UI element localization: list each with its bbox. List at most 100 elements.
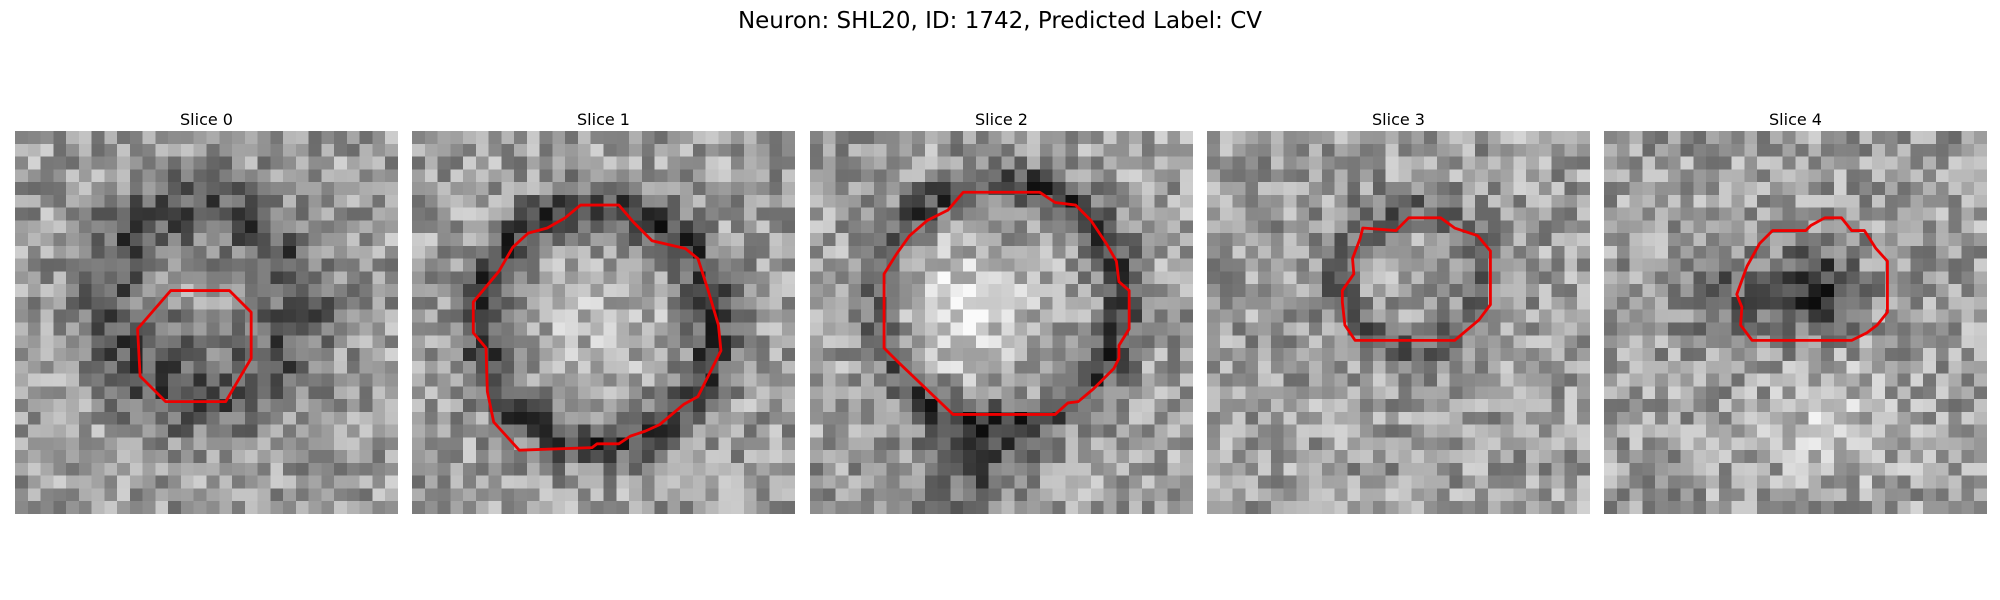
image-pixel bbox=[1513, 360, 1527, 374]
image-pixel bbox=[40, 475, 54, 489]
image-pixel bbox=[359, 462, 373, 476]
image-pixel bbox=[15, 309, 29, 323]
image-pixel bbox=[1258, 488, 1272, 502]
image-pixel bbox=[155, 220, 169, 234]
image-pixel bbox=[1219, 245, 1233, 259]
image-pixel bbox=[1424, 501, 1438, 514]
image-pixel bbox=[372, 475, 386, 489]
image-pixel bbox=[53, 258, 67, 272]
image-pixel bbox=[769, 271, 783, 285]
image-pixel bbox=[667, 309, 681, 323]
image-pixel bbox=[1258, 360, 1272, 374]
image-pixel bbox=[1616, 220, 1630, 234]
image-pixel bbox=[810, 424, 824, 438]
image-pixel bbox=[1935, 131, 1949, 145]
image-pixel bbox=[782, 309, 795, 323]
image-pixel bbox=[899, 284, 913, 298]
image-pixel bbox=[1372, 309, 1386, 323]
image-pixel bbox=[40, 424, 54, 438]
image-pixel bbox=[963, 335, 977, 349]
image-pixel bbox=[899, 462, 913, 476]
image-pixel bbox=[873, 373, 887, 387]
image-pixel bbox=[244, 462, 258, 476]
image-pixel bbox=[1270, 360, 1284, 374]
image-pixel bbox=[629, 194, 643, 208]
image-pixel bbox=[78, 501, 92, 514]
image-pixel bbox=[1270, 501, 1284, 514]
image-pixel bbox=[756, 373, 770, 387]
image-pixel bbox=[1436, 233, 1450, 247]
image-pixel bbox=[526, 182, 540, 196]
image-pixel bbox=[206, 501, 220, 514]
image-pixel bbox=[488, 462, 502, 476]
image-pixel bbox=[321, 169, 335, 183]
image-pixel bbox=[1884, 220, 1898, 234]
image-pixel bbox=[1769, 501, 1783, 514]
image-pixel bbox=[1449, 450, 1463, 464]
image-pixel bbox=[1245, 284, 1259, 298]
image-pixel bbox=[232, 411, 246, 425]
image-pixel bbox=[155, 322, 169, 336]
image-pixel bbox=[822, 348, 836, 362]
image-pixel bbox=[1782, 182, 1796, 196]
image-pixel bbox=[654, 437, 668, 451]
image-pixel bbox=[1693, 437, 1707, 451]
image-pixel bbox=[1757, 169, 1771, 183]
image-pixel bbox=[1706, 284, 1720, 298]
image-pixel bbox=[514, 207, 528, 221]
image-pixel bbox=[232, 296, 246, 310]
image-pixel bbox=[1846, 501, 1860, 514]
image-pixel bbox=[1090, 475, 1104, 489]
image-pixel bbox=[1078, 424, 1092, 438]
image-pixel bbox=[1974, 335, 1987, 349]
image-pixel bbox=[1014, 220, 1028, 234]
image-pixel bbox=[1706, 437, 1720, 451]
image-pixel bbox=[1141, 373, 1155, 387]
image-pixel bbox=[270, 309, 284, 323]
image-pixel bbox=[1910, 322, 1924, 336]
image-pixel bbox=[1270, 194, 1284, 208]
image-pixel bbox=[180, 450, 194, 464]
image-pixel bbox=[450, 488, 464, 502]
image-pixel bbox=[603, 143, 617, 157]
image-pixel bbox=[142, 182, 156, 196]
image-pixel bbox=[1833, 233, 1847, 247]
image-pixel bbox=[629, 233, 643, 247]
image-pixel bbox=[1782, 309, 1796, 323]
image-pixel bbox=[117, 399, 131, 413]
image-pixel bbox=[270, 501, 284, 514]
image-pixel bbox=[257, 220, 271, 234]
image-pixel bbox=[78, 194, 92, 208]
image-pixel bbox=[1167, 424, 1181, 438]
image-pixel bbox=[1910, 501, 1924, 514]
image-pixel bbox=[718, 386, 732, 400]
image-pixel bbox=[886, 296, 900, 310]
image-pixel bbox=[15, 271, 29, 285]
image-pixel bbox=[1500, 360, 1514, 374]
image-pixel bbox=[782, 501, 795, 514]
image-pixel bbox=[1039, 322, 1053, 336]
image-pixel bbox=[822, 322, 836, 336]
image-pixel bbox=[424, 462, 438, 476]
image-pixel bbox=[334, 335, 348, 349]
image-pixel bbox=[1693, 411, 1707, 425]
image-pixel bbox=[1782, 450, 1796, 464]
image-pixel bbox=[346, 488, 360, 502]
image-pixel bbox=[283, 220, 297, 234]
image-pixel bbox=[848, 450, 862, 464]
image-pixel bbox=[705, 131, 719, 145]
image-pixel bbox=[1846, 258, 1860, 272]
image-pixel bbox=[654, 284, 668, 298]
image-pixel bbox=[526, 373, 540, 387]
image-pixel bbox=[514, 488, 528, 502]
image-pixel bbox=[334, 322, 348, 336]
image-pixel bbox=[718, 194, 732, 208]
image-pixel bbox=[359, 501, 373, 514]
image-pixel bbox=[1923, 245, 1937, 259]
image-pixel bbox=[873, 156, 887, 170]
image-pixel bbox=[616, 271, 630, 285]
image-pixel bbox=[1065, 450, 1079, 464]
image-pixel bbox=[1180, 348, 1193, 362]
image-pixel bbox=[756, 245, 770, 259]
image-pixel bbox=[1462, 335, 1476, 349]
